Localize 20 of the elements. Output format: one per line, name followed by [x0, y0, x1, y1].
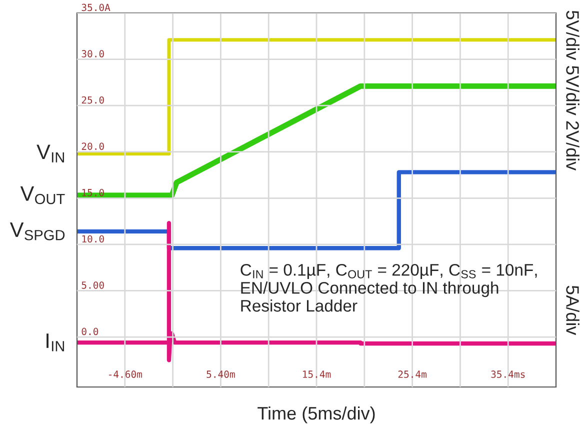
- y-tick-label: 35.0A: [82, 4, 110, 12]
- series-label: V$_{OUT}$: [20, 186, 65, 204]
- y-tick-label: 20.0: [82, 142, 104, 150]
- series-label: V$_{SPGD}$: [10, 222, 65, 240]
- text: C$_{IN}$ = 0.1µF, C$_{OUT}$ = 220µF, C$_{SS}$ = 10nF, EN/UVLO Connected to IN through Resistor Ladder: [240, 264, 537, 312]
- series-label: V$_{IN}$: [36, 144, 64, 162]
- x-tick-label: -4.60m: [109, 370, 142, 378]
- x-tick-label: 15.4m: [303, 370, 331, 378]
- x-tick-label: 5.40m: [206, 370, 235, 378]
- x-tick-label: 35.4ms: [491, 370, 525, 378]
- series-label: I$_{IN}$: [46, 334, 64, 352]
- x-tick-label: 25.4m: [398, 370, 426, 378]
- y-tick-label: 10.0: [82, 235, 104, 243]
- y-tick-label: 30.0: [82, 50, 104, 58]
- text: 5A/div: [566, 286, 580, 336]
- y-tick-label: 0.0: [82, 328, 98, 336]
- y-tick-label: 25.0: [82, 96, 104, 104]
- text: 5V/div 5V/div 2V/div: [566, 10, 580, 171]
- y-tick-label: 5.00: [82, 281, 104, 289]
- x-axis-title: Time (5ms/div): [258, 406, 375, 424]
